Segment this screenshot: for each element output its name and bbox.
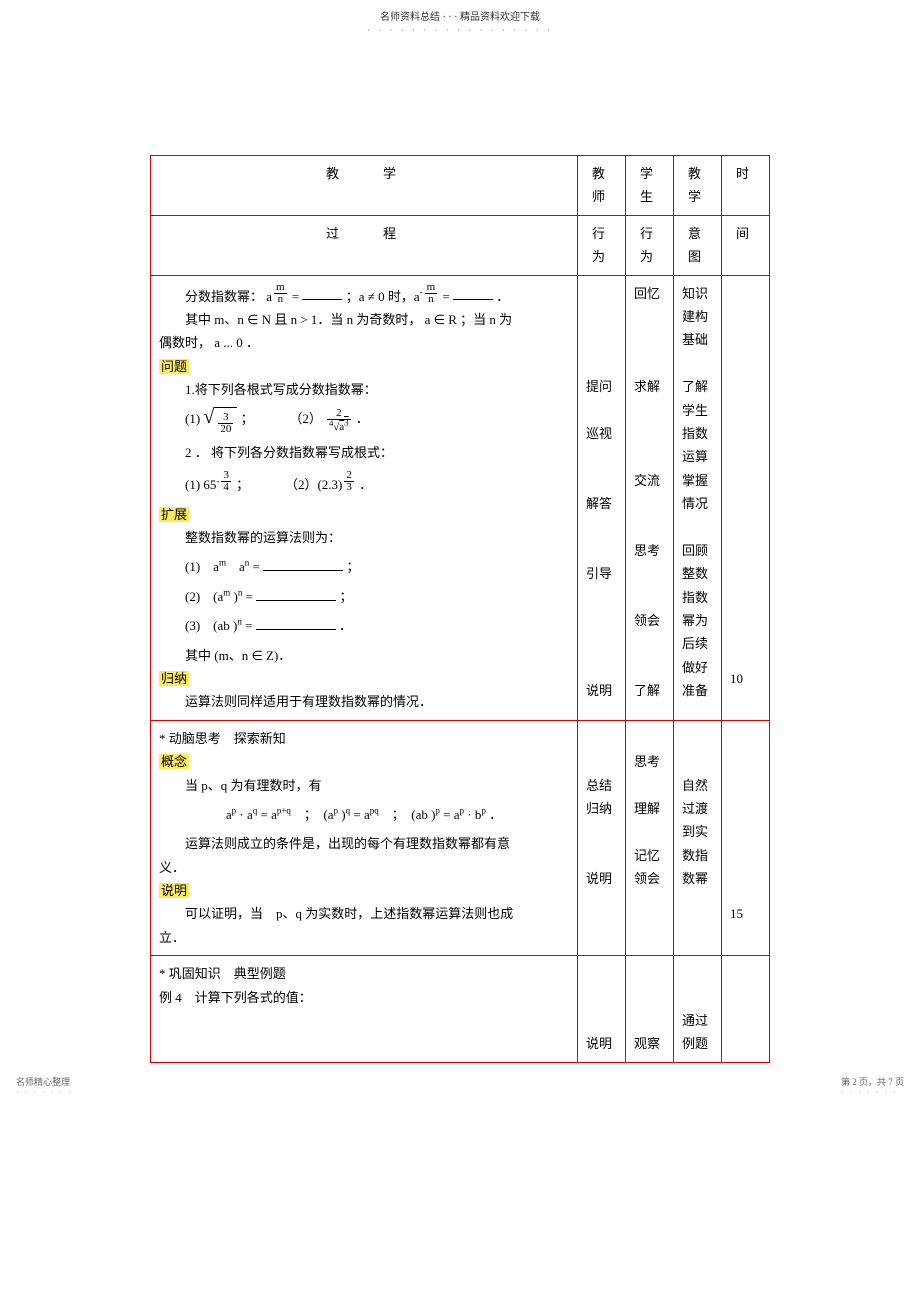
shuoming-heading: 说明 xyxy=(159,879,569,902)
intent-col-3: 通过 例题 xyxy=(674,956,722,1063)
gainian-heading: 概念 xyxy=(159,750,569,773)
title-cell-1: 教 学 xyxy=(151,156,578,216)
col-teacher-h2: 行为 xyxy=(578,215,626,275)
teacher-col-3: 说明 xyxy=(578,956,626,1063)
ext-note: 其中 (m、n ∈ Z)． xyxy=(159,644,569,667)
ext3: (3) (ab )n = ． xyxy=(159,614,569,637)
student-col-3: 观察 xyxy=(626,956,674,1063)
content-cell-3: * 巩固知识 典型例题 例 4 计算下列各式的值： xyxy=(151,956,578,1063)
wenti-heading: 问题 xyxy=(159,355,569,378)
teacher-col-2: 总结 归纳 说明 xyxy=(578,720,626,956)
student-col-2: 思考 理解 记忆 领会 xyxy=(626,720,674,956)
col-intent-h2: 意图 xyxy=(674,215,722,275)
footer-right: 第 2 页，共 7 页 · · · · · · · xyxy=(841,1075,904,1097)
ext1: (1) am an = ； xyxy=(159,555,569,578)
sec3-title: * 巩固知识 典型例题 xyxy=(159,962,569,985)
intent-col-2: 自然 过渡 到实 数指 数幂 xyxy=(674,720,722,956)
kuozhan-heading: 扩展 xyxy=(159,503,569,526)
q2-items: (1) 65-34 ； （2）(2.3)23 ． xyxy=(159,470,569,496)
col-time-h2: 间 xyxy=(722,215,770,275)
sec2-line5: 立． xyxy=(159,926,569,949)
ext-title: 整数指数幂的运算法则为： xyxy=(159,526,569,549)
sec2-line3b: 义． xyxy=(159,856,569,879)
content-cell-1: 分数指数幂： amn = ；a ≠ 0 时，a-mn = ． 其中 m、n ∈ … xyxy=(151,275,578,720)
ext2: (2) (am )n = ； xyxy=(159,585,569,608)
col-student-h1: 学生 xyxy=(626,156,674,216)
sec2-line4: 可以证明，当 p、q 为实数时，上述指数幂运算法则也成 xyxy=(159,902,569,925)
frac-exp-note: 其中 m、n ∈ N 且 n > 1．当 n 为奇数时， a ∈ R ；当 n … xyxy=(159,308,569,331)
content-cell-2: * 动脑思考 探索新知 概念 当 p、q 为有理数时，有 ap · aq = a… xyxy=(151,720,578,956)
teacher-col-1: 提问 巡视 解答 引导 说明 xyxy=(578,275,626,720)
col-intent-h1: 教学 xyxy=(674,156,722,216)
page-container: 教 学 教师 学生 教学 时 过 程 行为 行为 意图 间 分数指数幂： amn… xyxy=(0,35,920,1103)
student-col-1: 回忆 求解 交流 思考 领会 了解 xyxy=(626,275,674,720)
frac-exp-def: 分数指数幂： amn = ；a ≠ 0 时，a-mn = ． xyxy=(159,282,569,308)
intent-col-1: 知识 建构 基础 了解 学生 指数 运算 掌握 情况 回顾 整数 指数 幂为 后… xyxy=(674,275,722,720)
title-cell-2: 过 程 xyxy=(151,215,578,275)
q1-text: 1.将下列各根式写成分数指数幂： xyxy=(159,378,569,401)
page-header-dots: · · · · · · · · · · · · · · · · · xyxy=(0,25,920,35)
guina-heading: 归纳 xyxy=(159,667,569,690)
q1-items: (1) √320 ； （2） 24√a3 ． xyxy=(159,407,569,435)
sec2-line1: 当 p、q 为有理数时，有 xyxy=(159,774,569,797)
sec2-line3: 运算法则成立的条件是，出现的每个有理数指数幂都有意 xyxy=(159,832,569,855)
col-teacher-h1: 教师 xyxy=(578,156,626,216)
footer-left: 名师精心整理 · · · · · · · xyxy=(16,1075,73,1097)
col-student-h2: 行为 xyxy=(626,215,674,275)
sec2-formula: ap · aq = ap+q ； (ap )q = apq ； (ab )p =… xyxy=(159,803,569,826)
sec2-title: * 动脑思考 探索新知 xyxy=(159,727,569,750)
frac-exp-note2: 偶数时， a ... 0 ． xyxy=(159,331,569,354)
sec3-ex4: 例 4 计算下列各式的值： xyxy=(159,986,569,1009)
time-col-2: 15 xyxy=(722,720,770,956)
page-header-text: 名师资料总结 · · · 精品资料欢迎下载 xyxy=(0,0,920,23)
guina-text: 运算法则同样适用于有理数指数幂的情况． xyxy=(159,690,569,713)
time-col-3 xyxy=(722,956,770,1063)
lesson-table: 教 学 教师 学生 教学 时 过 程 行为 行为 意图 间 分数指数幂： amn… xyxy=(150,155,770,1063)
q2-text: 2 ． 将下列各分数指数幂写成根式： xyxy=(159,441,569,464)
time-col-1: 10 xyxy=(722,275,770,720)
col-time-h1: 时 xyxy=(722,156,770,216)
